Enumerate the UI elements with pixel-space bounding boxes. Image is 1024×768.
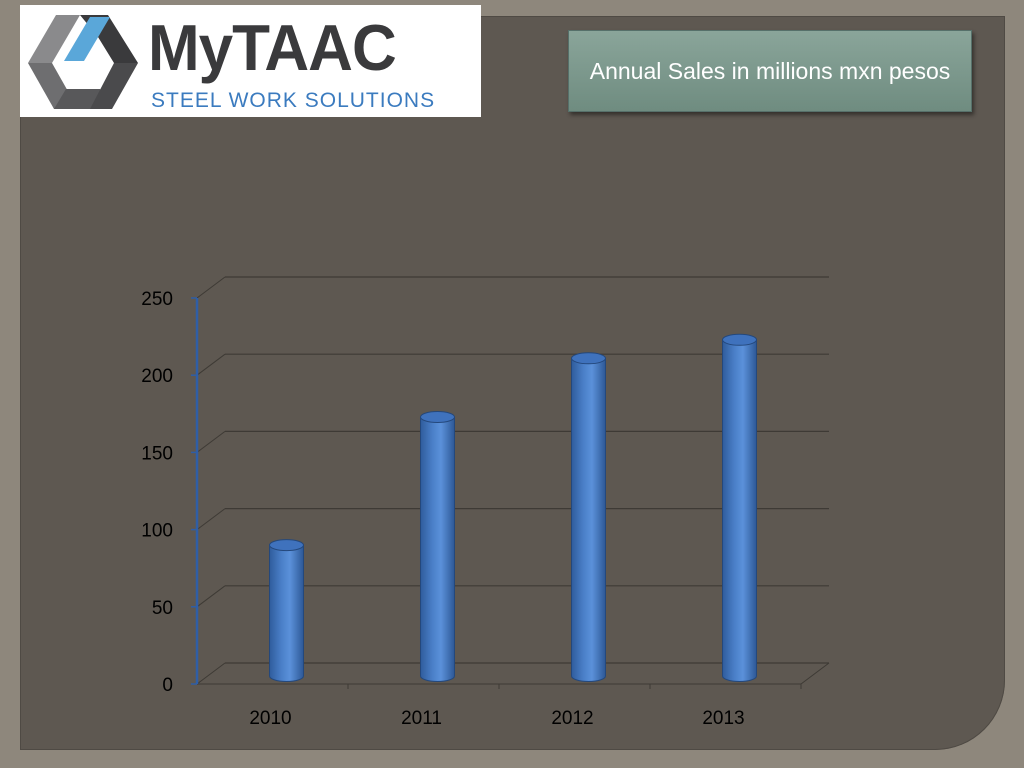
- y-tick-label: 150: [141, 443, 173, 464]
- x-tick-label: 2011: [401, 708, 442, 729]
- x-tick-label: 2010: [249, 708, 291, 729]
- logo-tagline: STEEL WORK SOLUTIONS: [151, 89, 436, 112]
- bar-top-2010: [269, 539, 304, 552]
- slide-background: [20, 16, 1005, 750]
- gridline-depth: [196, 430, 226, 453]
- bar-top-2012: [571, 352, 606, 365]
- company-logo: MyTAAC STEEL WORK SOLUTIONS: [20, 5, 481, 117]
- bar-2012: [571, 357, 606, 682]
- logo-wordmark: MyTAAC: [148, 12, 397, 85]
- y-tick-label: 100: [141, 521, 173, 542]
- y-tick-label: 0: [162, 675, 173, 696]
- floor-right-edge: [800, 662, 830, 685]
- bar-top-2013: [722, 333, 757, 346]
- gridline-depth: [196, 353, 226, 376]
- bar-top-2011: [420, 410, 455, 423]
- y-tick-label: 50: [152, 598, 173, 619]
- y-tick-label: 250: [141, 289, 173, 310]
- chart-title: Annual Sales in millions mxn pesos: [568, 30, 972, 112]
- x-tick-label: 2012: [551, 708, 593, 729]
- gridline-depth: [196, 276, 226, 299]
- y-tick-label: 200: [141, 366, 173, 387]
- gridline-depth: [196, 508, 226, 530]
- gridline-depth: [196, 585, 226, 608]
- x-tick-label: 2013: [702, 708, 744, 729]
- bar-2011: [420, 416, 455, 682]
- bar-2010: [269, 544, 304, 682]
- logo-mark-icon: [28, 15, 138, 109]
- bar-2013: [722, 339, 757, 682]
- gridline-depth: [196, 662, 226, 685]
